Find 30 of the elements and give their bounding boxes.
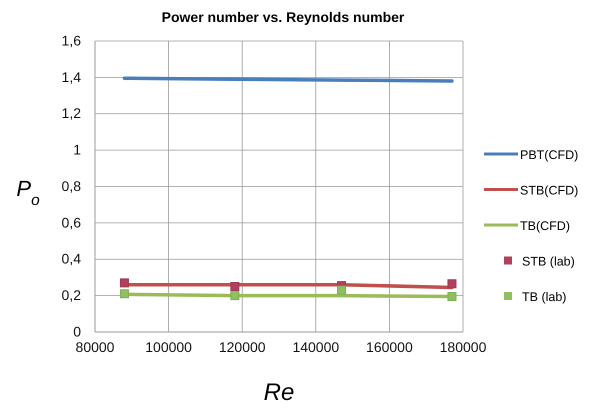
x-tick-label: 100000	[145, 338, 192, 355]
point	[120, 289, 129, 298]
point	[337, 286, 346, 295]
point	[120, 278, 129, 288]
y-tick-label: 1,2	[62, 105, 82, 122]
y-tick-label: 0,4	[62, 250, 82, 267]
point	[447, 292, 456, 302]
x-tick-label: 120000	[218, 338, 266, 355]
point	[230, 282, 240, 292]
legend-label: PBT(CFD)	[520, 148, 578, 162]
y-tick-label: 1	[73, 142, 82, 158]
point	[447, 279, 456, 288]
legend-label: STB(CFD)	[520, 184, 578, 198]
y-axis-title: P$_{o}$	[16, 176, 40, 208]
legend-label: TB (lab)	[522, 290, 566, 304]
x-tick-label: 80000	[76, 338, 115, 355]
chart-title: Power number vs. Reynolds number	[162, 9, 405, 25]
legend-label: TB(CFD)	[520, 219, 570, 233]
x-tick-label: 180000	[440, 338, 487, 355]
x-tick-label: 160000	[366, 338, 413, 355]
y-tick-label: 0,6	[62, 214, 82, 230]
x-tick-label: 140000	[292, 338, 340, 355]
y-tick-label: 1,4	[62, 68, 82, 85]
y-tick-label: 0	[73, 323, 82, 340]
y-tick-label: 0,8	[62, 178, 82, 194]
x-axis-title: Re	[264, 379, 294, 406]
legend-label: STB (lab)	[522, 254, 575, 268]
y-tick-label: 0,2	[62, 287, 82, 304]
y-tick-label: 1,6	[62, 32, 82, 48]
point	[230, 291, 240, 300]
